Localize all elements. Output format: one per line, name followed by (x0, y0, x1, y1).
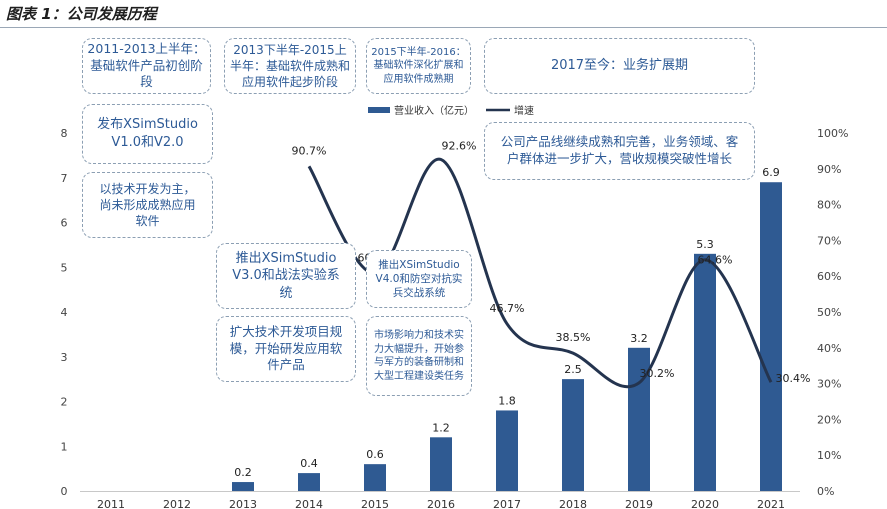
note-growth-period: 公司产品线继续成熟和完善，业务领域、客户群体进一步扩大，营收规模突破性增长 (484, 122, 755, 180)
left-axis-tick-label: 1 (61, 440, 68, 453)
x-axis-tick-label: 2021 (757, 498, 785, 509)
growth-rate-label: 46.7% (490, 302, 525, 315)
growth-rate-label: 92.6% (442, 139, 477, 152)
phase-box-1: 2011-2013上半年：基础软件产品初创阶段 (82, 38, 211, 94)
legend-revenue-label: 营业收入（亿元） (394, 104, 474, 117)
growth-rate-label: 30.4% (776, 372, 811, 385)
revenue-bar-label: 1.2 (432, 421, 450, 434)
right-axis-tick-label: 10% (817, 449, 841, 462)
x-axis-tick-label: 2015 (361, 498, 389, 509)
title-divider (0, 27, 887, 28)
left-axis-tick-label: 7 (61, 172, 68, 185)
revenue-bar (628, 347, 650, 491)
figure-title: 图表 1：公司发展历程 (6, 5, 157, 23)
revenue-bar (694, 253, 716, 491)
right-axis-tick-label: 100% (817, 127, 848, 140)
x-axis-tick-label: 2011 (97, 498, 125, 509)
growth-rate-label: 90.7% (292, 144, 327, 157)
right-axis-tick-label: 20% (817, 413, 841, 426)
note-market-influence: 市场影响力和技术实力大幅提升，开始参与军方的装备研制和大型工程建设类任务 (366, 316, 472, 396)
right-axis-tick-label: 90% (817, 163, 841, 176)
revenue-bar (298, 473, 320, 491)
right-axis-tick-label: 70% (817, 234, 841, 247)
x-axis-tick-label: 2018 (559, 498, 587, 509)
x-axis-tick-label: 2019 (625, 498, 653, 509)
revenue-bar-label: 3.2 (630, 332, 648, 345)
legend-revenue-swatch (368, 107, 390, 113)
revenue-bar (232, 482, 254, 491)
phase-box-2: 2013下半年-2015上半年：基础软件成熟和应用软件起步阶段 (224, 38, 356, 94)
left-axis-tick-label: 0 (61, 485, 68, 498)
x-axis-tick-label: 2016 (427, 498, 455, 509)
x-axis-tick-label: 2020 (691, 498, 719, 509)
legend-growth-label: 增速 (514, 104, 534, 117)
revenue-bar-label: 0.4 (300, 457, 318, 470)
right-axis-tick-label: 0% (817, 485, 834, 498)
x-axis-tick-label: 2014 (295, 498, 323, 509)
left-axis-tick-label: 4 (61, 306, 68, 319)
revenue-bar (760, 182, 782, 491)
note-v3-release: 推出XSimStudio V3.0和战法实验系统 (216, 243, 356, 309)
right-axis-tick-label: 60% (817, 270, 841, 283)
revenue-bar (364, 464, 386, 491)
revenue-bar (562, 379, 584, 491)
note-tech-dev: 以技术开发为主，尚未形成成熟应用软件 (82, 172, 213, 238)
left-axis-tick-label: 3 (61, 351, 68, 364)
growth-rate-label: 64.6% (698, 254, 733, 267)
revenue-bar (496, 410, 518, 491)
right-axis-tick-label: 30% (817, 378, 841, 391)
left-axis-tick-label: 6 (61, 217, 68, 230)
right-axis-tick-label: 40% (817, 342, 841, 355)
note-expand-dev: 扩大技术开发项目规模，开始研发应用软件产品 (216, 316, 356, 382)
left-axis-tick-label: 2 (61, 396, 68, 409)
x-axis-tick-label: 2017 (493, 498, 521, 509)
revenue-bar-label: 2.5 (564, 363, 582, 376)
right-axis-tick-label: 50% (817, 306, 841, 319)
growth-rate-label: 30.2% (640, 367, 675, 380)
growth-rate-label: 38.5% (556, 331, 591, 344)
x-axis-tick-label: 2012 (163, 498, 191, 509)
phase-box-3: 2015下半年-2016：基础软件深化扩展和应用软件成熟期 (366, 38, 471, 94)
figure-header: 图表 1：公司发展历程 (0, 0, 887, 28)
note-v4-release: 推出XSimStudio V4.0和防空对抗实兵交战系统 (366, 250, 472, 308)
x-axis-tick-label: 2013 (229, 498, 257, 509)
revenue-bar-label: 1.8 (498, 394, 516, 407)
revenue-bar-label: 0.6 (366, 448, 384, 461)
revenue-bar (430, 437, 452, 491)
left-axis-tick-label: 8 (61, 127, 68, 140)
revenue-bar-label: 6.9 (762, 166, 780, 179)
right-axis-tick-label: 80% (817, 199, 841, 212)
left-axis-tick-label: 5 (61, 261, 68, 274)
note-v1-release: 发布XSimStudio V1.0和V2.0 (82, 104, 213, 164)
revenue-bar-label: 5.3 (696, 238, 714, 251)
revenue-bar-label: 0.2 (234, 466, 252, 479)
phase-box-4: 2017至今：业务扩展期 (484, 38, 755, 94)
